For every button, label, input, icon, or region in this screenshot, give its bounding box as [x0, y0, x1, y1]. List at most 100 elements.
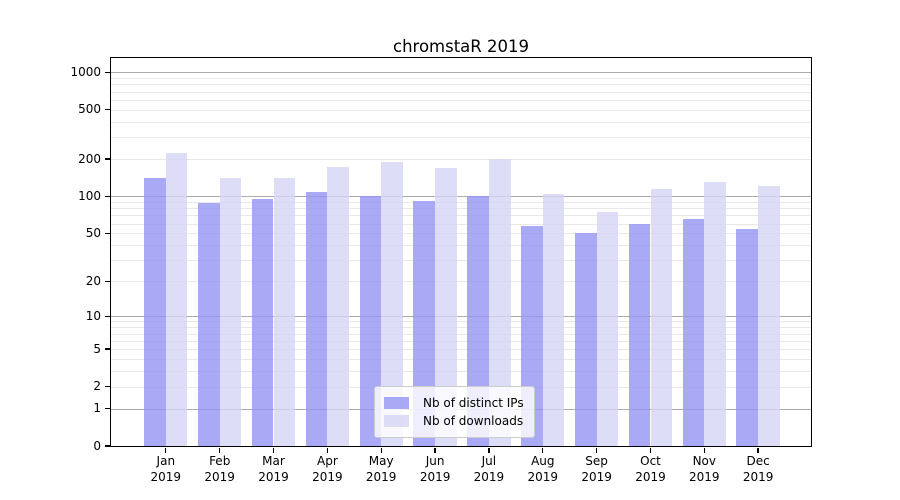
bar-distinct-ips-oct — [628, 223, 651, 446]
y-tick — [104, 232, 110, 234]
x-tick-label: Aug 2019 — [527, 454, 559, 484]
gridline-minor — [111, 349, 811, 351]
legend-label-downloads: Nb of downloads — [423, 414, 524, 428]
gridline-minor — [111, 201, 811, 203]
bar-downloads-jun — [435, 167, 457, 446]
gridline-minor — [111, 233, 811, 235]
x-tick — [703, 447, 705, 453]
x-tick — [326, 447, 329, 453]
x-tick — [219, 447, 221, 453]
bar-downloads-dec — [758, 185, 780, 446]
gridline-minor — [111, 327, 811, 329]
y-tick — [104, 407, 110, 410]
y-tick — [104, 385, 110, 388]
x-tick — [165, 447, 167, 453]
gridline-minor — [111, 109, 811, 111]
y-tick-label: 10 — [85, 308, 101, 323]
bar-downloads-nov — [704, 181, 726, 446]
y-tick-label: 2 — [93, 379, 101, 394]
gridline-minor — [111, 84, 811, 86]
bar-distinct-ips-apr — [305, 192, 328, 446]
bar-downloads-jan — [165, 153, 188, 446]
x-tick-label: Dec 2019 — [742, 454, 774, 484]
gridline-minor — [111, 223, 811, 225]
y-tick-label: 1 — [93, 401, 101, 415]
x-tick-label: Jun 2019 — [419, 454, 451, 484]
x-tick-label: Sep 2019 — [581, 454, 612, 484]
x-tick-label: Jan 2019 — [150, 454, 182, 484]
x-tick — [595, 447, 598, 453]
x-tick — [380, 447, 382, 453]
bar-distinct-ips-mar — [251, 199, 274, 446]
bar-distinct-ips-jan — [144, 178, 166, 446]
gridline-minor — [111, 260, 811, 262]
bar-distinct-ips-dec — [736, 229, 759, 446]
y-tick — [104, 108, 110, 111]
x-tick-label: Oct 2019 — [635, 454, 666, 484]
legend: Nb of distinct IPs Nb of downloads — [374, 386, 535, 438]
x-tick-label: May 2019 — [365, 454, 397, 484]
gridline-minor — [111, 321, 811, 323]
y-tick-label: 50 — [85, 225, 101, 240]
y-tick-label: 20 — [85, 273, 101, 288]
gridline-minor — [111, 121, 811, 123]
gridline-minor — [111, 340, 811, 342]
x-tick — [649, 447, 652, 453]
y-tick-label: 500 — [78, 102, 101, 117]
y-tick-label: 200 — [78, 151, 101, 166]
y-tick — [104, 158, 110, 160]
legend-item-distinct-ips: Nb of distinct IPs — [384, 396, 524, 410]
x-tick-label: Feb 2019 — [204, 454, 235, 484]
bar-downloads-oct — [650, 188, 673, 446]
bar-downloads-sep — [596, 211, 619, 446]
gridline-minor — [111, 208, 811, 210]
bar-downloads-mar — [273, 177, 296, 446]
gridline-minor — [111, 99, 811, 101]
bar-downloads-jul — [488, 158, 511, 446]
gridline-major — [111, 196, 811, 198]
bar-downloads-apr — [327, 166, 350, 446]
bar-distinct-ips-jul — [467, 195, 489, 446]
y-tick — [104, 280, 110, 282]
bar-distinct-ips-may — [359, 196, 382, 446]
bar-downloads-may — [381, 161, 403, 446]
x-tick-label: Apr 2019 — [312, 454, 343, 484]
gridline-minor — [111, 159, 811, 161]
gridline-minor — [111, 91, 811, 93]
y-tick — [104, 71, 110, 73]
legend-label-distinct-ips: Nb of distinct IPs — [423, 396, 524, 410]
gridline-minor — [111, 137, 811, 139]
x-tick — [434, 447, 436, 453]
gridline-minor — [111, 358, 811, 360]
legend-swatch-downloads — [384, 415, 409, 427]
x-tick-label: Mar 2019 — [258, 454, 289, 484]
bar-distinct-ips-sep — [574, 233, 597, 446]
chart-title: chromstaR 2019 — [393, 37, 529, 56]
y-tick-label: 5 — [93, 341, 101, 356]
gridline-major — [111, 316, 811, 318]
y-tick — [104, 348, 110, 350]
gridline-minor — [111, 215, 811, 217]
x-tick — [488, 447, 490, 453]
gridline-minor — [111, 371, 811, 372]
y-tick — [104, 445, 110, 447]
y-tick — [104, 315, 110, 317]
bar-downloads-feb — [219, 178, 242, 446]
x-tick-label: Nov 2019 — [689, 454, 720, 484]
x-tick — [757, 447, 759, 453]
gridline-major — [111, 72, 811, 74]
gridline-minor — [111, 281, 811, 283]
bar-distinct-ips-jun — [413, 201, 436, 446]
bar-distinct-ips-nov — [682, 218, 705, 446]
x-tick — [542, 447, 544, 453]
x-tick — [272, 447, 275, 453]
y-tick — [104, 195, 110, 197]
bar-distinct-ips-feb — [198, 203, 220, 446]
gridline-minor — [111, 333, 811, 335]
legend-item-downloads: Nb of downloads — [384, 414, 524, 428]
bar-downloads-aug — [542, 194, 565, 446]
legend-swatch-distinct-ips — [384, 397, 409, 409]
y-tick-label: 0 — [93, 438, 101, 453]
plot-area: 0 1 2 5 10 20 50 100 200 500 1000 Jan 2019 Feb 2019 M… — [70, 57, 812, 484]
